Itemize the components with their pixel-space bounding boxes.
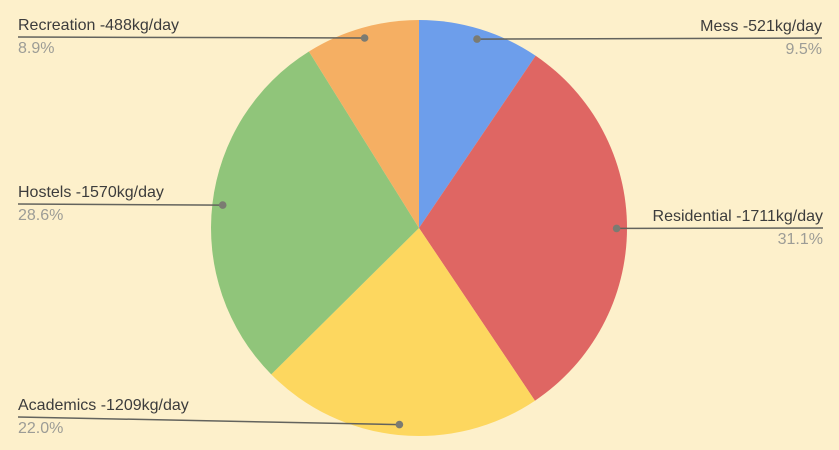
leader-line-hostels bbox=[17, 203, 223, 206]
pie-slice-academics[interactable] bbox=[271, 228, 535, 437]
leader-lines bbox=[17, 34, 824, 429]
leader-line-mess bbox=[476, 37, 823, 40]
pie-slice-recreation[interactable] bbox=[308, 20, 419, 228]
anchor-dot-academics bbox=[395, 420, 404, 429]
pie-slices bbox=[211, 20, 628, 437]
pie-slice-hostels[interactable] bbox=[211, 51, 419, 375]
anchor-dot-mess bbox=[473, 35, 481, 43]
pie-slice-mess[interactable] bbox=[419, 20, 536, 228]
anchor-dot-hostels bbox=[218, 201, 227, 209]
leader-line-academics bbox=[17, 416, 400, 426]
pie-slice-residential[interactable] bbox=[419, 55, 628, 401]
leader-line-recreation bbox=[17, 36, 365, 39]
anchor-dot-recreation bbox=[360, 34, 369, 42]
anchor-dot-residential bbox=[612, 224, 621, 233]
